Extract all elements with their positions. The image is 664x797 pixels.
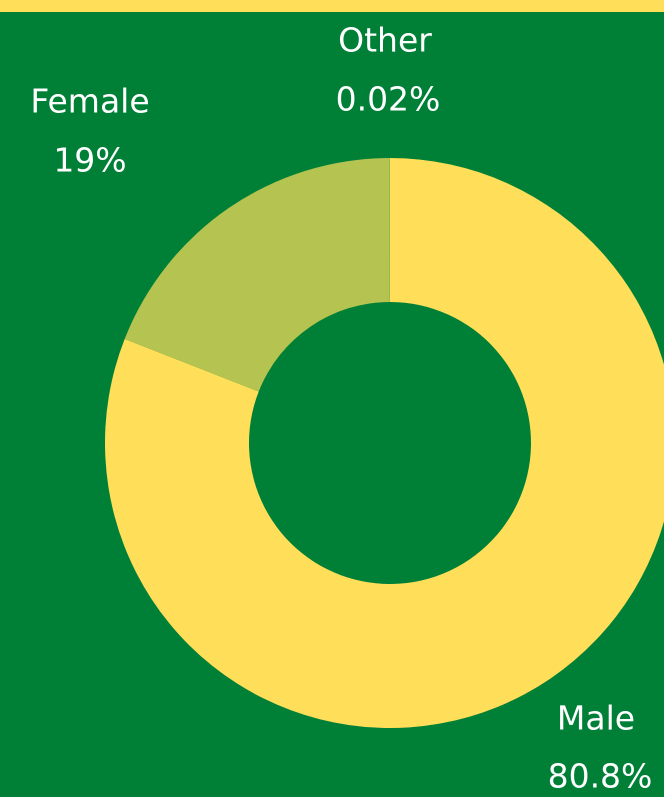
slice-value: 0.02% (336, 80, 441, 119)
slice (105, 158, 664, 728)
slice (124, 158, 390, 392)
slice-label: Male (557, 699, 635, 738)
top-strip (0, 0, 664, 12)
slice-label: Other (338, 21, 432, 60)
slice-value: 80.8% (548, 757, 653, 796)
slice-value: 19% (53, 141, 126, 180)
slice-label: Female (30, 82, 149, 121)
